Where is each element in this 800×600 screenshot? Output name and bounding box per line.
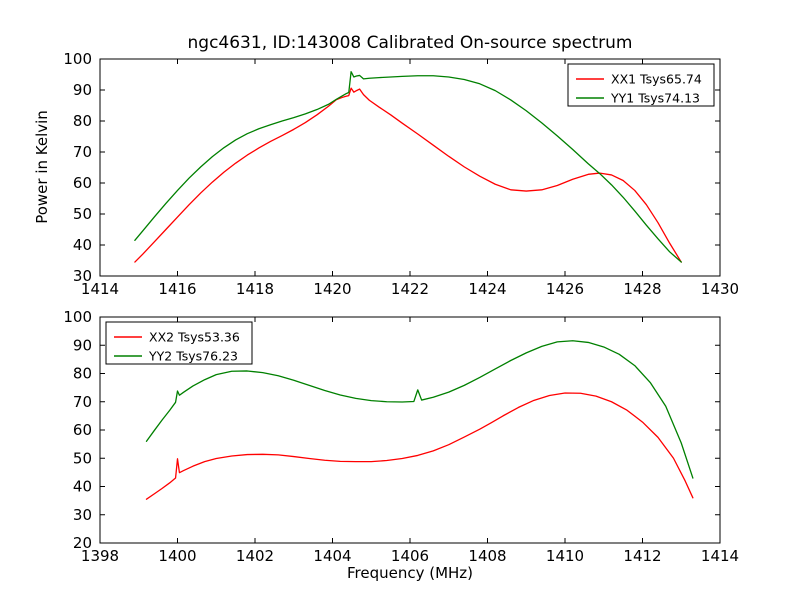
bottom-panel-tick-labels: 1398 1400 1402 1404 1406 1408 1410 1412 1414 20 30… <box>63 308 739 565</box>
y-tick-label: 90 <box>73 336 92 354</box>
y-tick-label: 100 <box>63 50 92 68</box>
x-tick-label: 1416 <box>158 280 196 298</box>
bottom-panel-legend[interactable]: XX2 Tsys53.36 YY2 Tsys76.23 <box>105 321 253 365</box>
bottom-panel-frame <box>99 316 721 544</box>
legend-label: YY1 Tsys74.13 <box>610 91 700 106</box>
y-tick-label: 70 <box>73 143 92 161</box>
x-tick-label: 1418 <box>236 280 274 298</box>
series-line-yy2 <box>145 340 694 479</box>
x-tick-label: 1428 <box>623 280 661 298</box>
x-tick-label: 1412 <box>623 547 661 565</box>
y-tick-label: 20 <box>73 534 92 552</box>
y-tick-label: 50 <box>73 205 92 223</box>
x-tick-label: 1402 <box>236 547 274 565</box>
y-tick-label: 70 <box>73 393 92 411</box>
x-axis-label: Frequency (MHz) <box>347 564 473 582</box>
y-tick-label: 100 <box>63 308 92 326</box>
y-tick-label: 60 <box>73 421 92 439</box>
top-panel-series <box>134 71 682 263</box>
y-tick-label: 80 <box>73 112 92 130</box>
x-tick-label: 1426 <box>546 280 584 298</box>
legend-label: XX2 Tsys53.36 <box>149 330 240 345</box>
x-tick-label: 1404 <box>313 547 351 565</box>
y-tick-label: 40 <box>73 478 92 496</box>
y-tick-label: 30 <box>73 506 92 524</box>
top-panel-frame <box>99 58 721 277</box>
x-tick-label: 1410 <box>546 547 584 565</box>
y-tick-label: 40 <box>73 236 92 254</box>
page-title: ngc4631, ID:143008 Calibrated On-source … <box>188 33 633 53</box>
top-panel: 1414 1416 1418 1420 1422 1424 1426 1428 1430 30 40… <box>33 50 739 298</box>
series-line-yy1 <box>134 71 682 263</box>
legend-label: YY2 Tsys76.23 <box>148 349 238 364</box>
x-tick-label: 1408 <box>468 547 506 565</box>
top-panel-legend[interactable]: XX1 Tsys65.74 YY1 Tsys74.13 <box>567 63 715 107</box>
x-tick-label: 1422 <box>391 280 429 298</box>
y-tick-label: 30 <box>73 267 92 285</box>
x-tick-label: 1424 <box>468 280 506 298</box>
x-tick-label: 1398 <box>81 547 119 565</box>
x-tick-label: 1406 <box>391 547 429 565</box>
x-tick-label: 1420 <box>313 280 351 298</box>
x-tick-label: 1400 <box>158 547 196 565</box>
series-line-xx1 <box>134 87 682 263</box>
legend-label: XX1 Tsys65.74 <box>611 72 702 87</box>
top-panel-tick-labels: 1414 1416 1418 1420 1422 1424 1426 1428 1430 30 40… <box>63 50 739 298</box>
x-tick-label: 1414 <box>81 280 119 298</box>
x-tick-label: 1414 <box>701 547 739 565</box>
bottom-panel: 1398 1400 1402 1404 1406 1408 1410 1412 1414 20 30… <box>63 308 739 582</box>
y-tick-label: 50 <box>73 449 92 467</box>
bottom-panel-series <box>145 340 694 500</box>
y-tick-label: 60 <box>73 174 92 192</box>
x-tick-label: 1430 <box>701 280 739 298</box>
y-tick-label: 80 <box>73 365 92 383</box>
y-tick-label: 90 <box>73 81 92 99</box>
top-panel-y-axis-label: Power in Kelvin <box>33 110 51 224</box>
series-line-xx2 <box>145 392 694 500</box>
